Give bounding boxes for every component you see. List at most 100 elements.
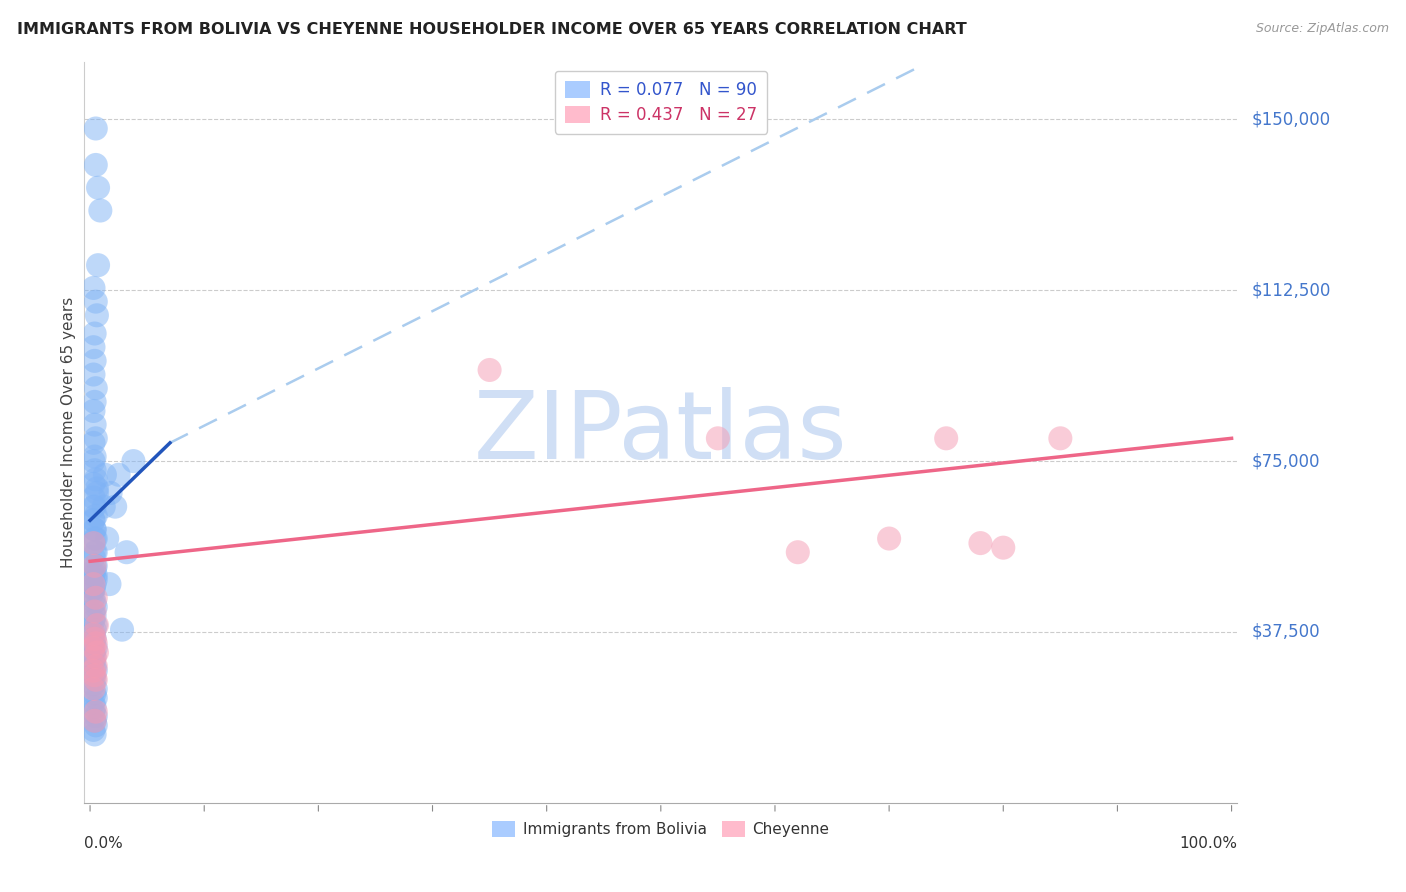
Point (82, 491, 104, 505)
Point (84, 508, 107, 523)
Point (82, 655, 104, 669)
Point (104, 500, 127, 514)
Point (84, 691, 107, 706)
Point (84, 558, 107, 573)
Point (122, 454, 145, 468)
Point (115, 545, 138, 559)
Point (107, 467, 129, 482)
Point (82, 513, 104, 527)
Point (100, 486, 122, 500)
Point (86, 618, 108, 632)
Point (82, 281, 104, 295)
Point (84, 718, 107, 732)
Point (84, 545, 107, 559)
Point (83, 650, 105, 665)
Point (83, 558, 105, 573)
Point (83, 417, 105, 432)
Point (84, 573, 107, 587)
Point (993, 541, 1015, 555)
Text: 0.0%: 0.0% (84, 836, 124, 851)
Point (83, 714, 105, 728)
Point (83, 609, 105, 624)
Point (83, 668, 105, 682)
Point (84, 294, 107, 309)
Point (82, 454, 104, 468)
Point (82, 636, 104, 650)
Point (96, 532, 118, 546)
Point (84, 568, 107, 582)
Point (83, 326, 105, 341)
Point (82, 645, 104, 659)
Point (84, 472, 107, 486)
Point (82, 404, 104, 418)
Point (82, 591, 104, 605)
Point (82, 696, 104, 710)
Point (478, 363, 501, 377)
Point (877, 532, 900, 546)
Point (84, 709, 107, 723)
Point (786, 545, 808, 559)
Point (84, 636, 107, 650)
Text: 100.0%: 100.0% (1180, 836, 1237, 851)
Point (83, 650, 105, 665)
Point (83, 463, 105, 477)
Point (83, 450, 105, 464)
Point (83, 354, 105, 368)
Point (82, 568, 104, 582)
Point (82, 536, 104, 550)
Point (94, 467, 117, 482)
Text: $75,000: $75,000 (1251, 452, 1320, 470)
Point (84, 599, 107, 614)
Point (84, 431, 107, 445)
Text: Source: ZipAtlas.com: Source: ZipAtlas.com (1256, 22, 1389, 36)
Point (83, 623, 105, 637)
Point (84, 158, 107, 172)
Point (83, 564, 105, 578)
Point (82, 640, 104, 655)
Point (84, 705, 107, 719)
Point (84, 121, 107, 136)
Point (83, 659, 105, 673)
Text: $37,500: $37,500 (1251, 623, 1320, 641)
Point (83, 500, 105, 514)
Point (82, 577, 104, 591)
Point (83, 700, 105, 714)
Point (86, 308, 108, 322)
Point (82, 368, 104, 382)
Point (82, 435, 104, 450)
Point (82, 500, 104, 514)
Point (83, 395, 105, 409)
Point (935, 431, 957, 445)
Point (82, 677, 104, 691)
Point (82, 705, 104, 719)
Point (82, 614, 104, 628)
Point (83, 558, 105, 573)
Point (83, 545, 105, 559)
Point (82, 604, 104, 618)
Point (83, 523, 105, 537)
Point (83, 577, 105, 591)
Point (87, 258, 110, 272)
Point (82, 536, 104, 550)
Point (83, 727, 105, 741)
Point (86, 482, 108, 496)
Text: IMMIGRANTS FROM BOLIVIA VS CHEYENNE HOUSEHOLDER INCOME OVER 65 YEARS CORRELATION: IMMIGRANTS FROM BOLIVIA VS CHEYENNE HOUS… (17, 22, 966, 37)
Point (84, 640, 107, 655)
Text: $112,500: $112,500 (1251, 281, 1330, 299)
Point (84, 673, 107, 687)
Point (86, 645, 108, 659)
Point (83, 604, 105, 618)
Point (969, 536, 991, 550)
Point (84, 659, 107, 673)
Point (83, 532, 105, 546)
Point (86, 486, 108, 500)
Point (83, 632, 105, 646)
Point (707, 431, 730, 445)
Text: $150,000: $150,000 (1251, 111, 1330, 128)
Point (83, 523, 105, 537)
Point (84, 591, 107, 605)
Y-axis label: Householder Income Over 65 years: Householder Income Over 65 years (60, 297, 76, 568)
Point (111, 623, 134, 637)
Point (82, 476, 104, 491)
Point (98, 577, 121, 591)
